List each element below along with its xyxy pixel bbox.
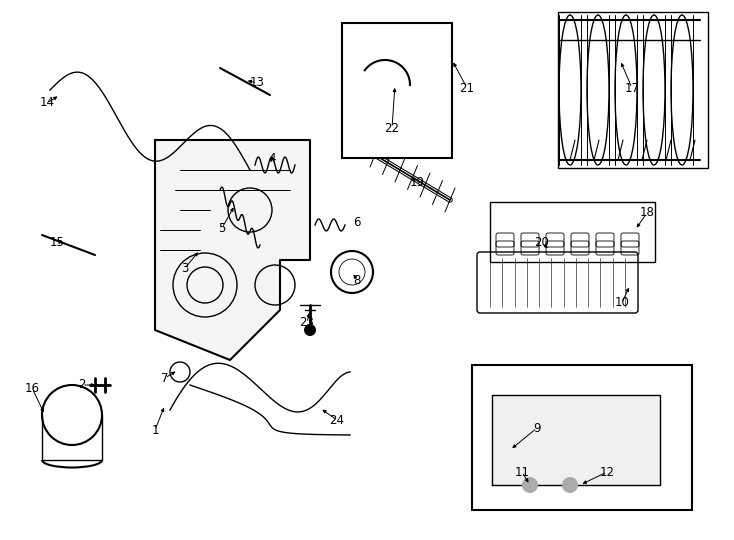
Text: 1: 1 [151, 423, 159, 436]
Polygon shape [155, 140, 310, 360]
Circle shape [562, 477, 578, 493]
Text: 9: 9 [533, 422, 541, 435]
Text: 4: 4 [268, 152, 276, 165]
Text: 21: 21 [459, 82, 474, 94]
Text: 22: 22 [385, 122, 399, 134]
Text: 17: 17 [625, 82, 639, 94]
Bar [472, 365, 692, 510]
Text: 7: 7 [161, 372, 169, 384]
Text: 20: 20 [534, 237, 550, 249]
Circle shape [522, 477, 538, 493]
Text: 6: 6 [353, 217, 360, 230]
Text: 24: 24 [330, 414, 344, 427]
Text: 13: 13 [250, 77, 264, 90]
Text: 15: 15 [50, 237, 65, 249]
Polygon shape [492, 395, 660, 485]
Text: 3: 3 [181, 261, 189, 274]
Text: 14: 14 [40, 97, 54, 110]
Circle shape [304, 324, 316, 336]
Text: 12: 12 [600, 465, 614, 478]
Text: 5: 5 [218, 221, 225, 234]
Bar [490, 202, 655, 262]
Text: 2: 2 [79, 379, 86, 392]
Bar [342, 23, 452, 158]
Text: 8: 8 [353, 273, 360, 287]
Text: 10: 10 [614, 296, 630, 309]
Text: 19: 19 [410, 177, 424, 190]
Bar [558, 12, 708, 168]
Text: 11: 11 [515, 465, 529, 478]
Text: 23: 23 [299, 316, 314, 329]
Text: 18: 18 [639, 206, 655, 219]
Text: 16: 16 [24, 381, 40, 395]
